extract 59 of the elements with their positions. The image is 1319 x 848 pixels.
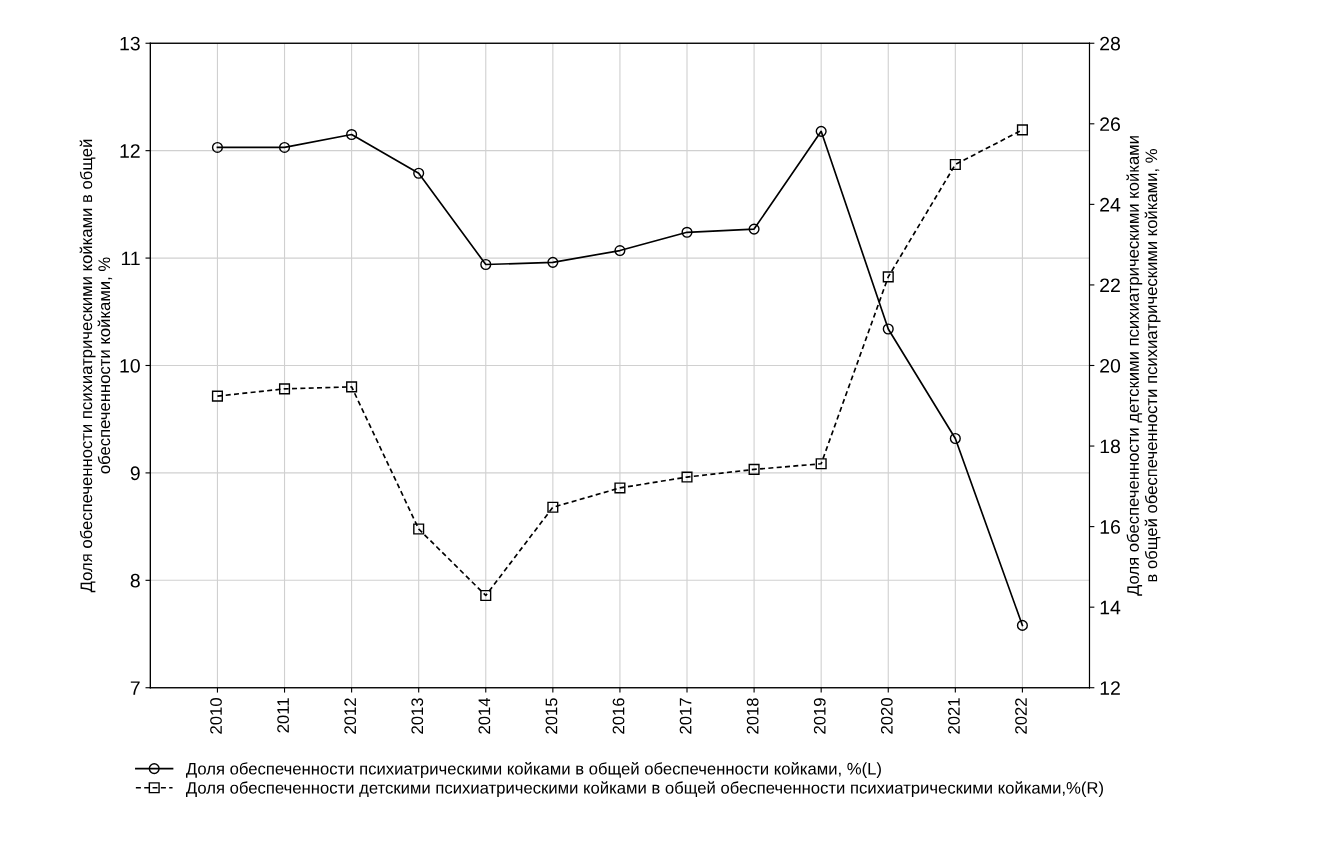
y2-tick-label: 22: [1100, 278, 1120, 292]
point: [480, 258, 492, 271]
x-tick-label: 2019: [813, 698, 826, 734]
x-tick-label: 2015: [545, 698, 558, 734]
y-tick-label: 9: [130, 466, 140, 481]
x-tick-label: 2021: [948, 698, 960, 734]
y-tick-label: 7: [130, 681, 140, 695]
point: [211, 141, 224, 153]
x-tick-label: 2011: [277, 698, 289, 733]
y2-tick-label: 20: [1100, 358, 1121, 373]
x-tick-label: 2017: [679, 698, 692, 734]
point: [1016, 124, 1028, 136]
y2-tick-label: 28: [1100, 36, 1120, 51]
x-tick-label: 2014: [478, 697, 491, 734]
y2-tick-label: 26: [1100, 117, 1120, 132]
point: [346, 128, 358, 141]
x-tick-label: 2022: [1015, 698, 1027, 734]
point: [882, 271, 894, 283]
y2-tick-label: 12: [1100, 681, 1120, 695]
y2-tick-label: 24: [1100, 197, 1121, 212]
point: [882, 323, 894, 335]
point: [547, 501, 559, 513]
y-tick-label: 11: [121, 251, 140, 266]
point: [278, 141, 291, 153]
x-tick-label: 2010: [210, 698, 222, 734]
point: [748, 223, 760, 235]
point: [1016, 619, 1028, 631]
point: [681, 471, 693, 483]
y2-tick-label: 18: [1100, 439, 1120, 454]
point: [949, 158, 961, 171]
x-tick-label: 2016: [612, 698, 625, 734]
y-tick-label: 8: [130, 573, 140, 588]
x-tick-label: 2013: [411, 698, 424, 734]
point: [815, 458, 827, 470]
point: [547, 256, 559, 268]
y2-tick-label: 14: [1100, 600, 1121, 615]
legend-label: Доля обеспеченности детскими психиатрическими койками в общей обеспеченности психиатрическими койками,%(R): [186, 781, 1103, 798]
point: [614, 482, 626, 494]
y-tick-label: 13: [120, 36, 140, 51]
legend-label: Доля обеспеченности психиатрическими койками в общей обеспеченности койками, %(L): [186, 762, 881, 778]
point: [815, 125, 827, 137]
point: [748, 463, 760, 475]
point: [413, 167, 425, 179]
point: [346, 381, 358, 393]
point: [278, 383, 291, 395]
point: [681, 226, 693, 238]
point: [211, 390, 224, 402]
y-tick-label: 10: [120, 358, 140, 373]
x-tick-label: 2018: [746, 698, 759, 734]
point: [949, 432, 961, 445]
y-axis-title: Доля обеспеченности психиатрическими койками в общей обеспеченности койками, %: [79, 139, 113, 593]
point: [480, 589, 492, 602]
point: [413, 523, 425, 535]
x-tick-label: 2020: [880, 698, 893, 734]
y2-axis-title: Доля обеспеченности детскими психиатрическими койками в общей обеспеченности психиатрическими койками, %: [1126, 136, 1161, 596]
y-tick-label: 12: [120, 144, 140, 158]
y2-tick-label: 16: [1100, 520, 1120, 534]
point: [614, 244, 626, 257]
x-tick-label: 2012: [344, 698, 357, 734]
